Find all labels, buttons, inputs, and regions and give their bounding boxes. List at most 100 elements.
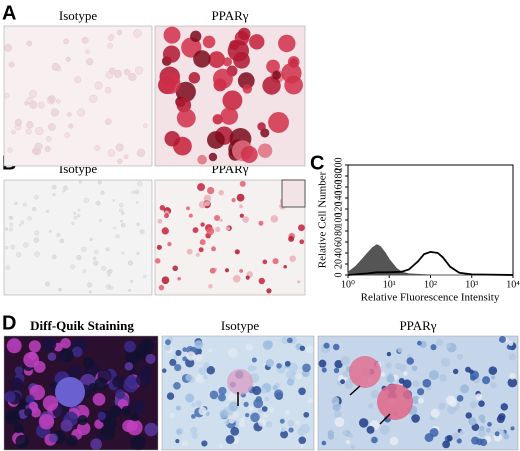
cell	[227, 369, 253, 395]
cell	[107, 149, 116, 157]
cell	[332, 343, 340, 351]
cell	[6, 338, 22, 354]
cell	[218, 189, 224, 196]
cell	[164, 214, 168, 218]
cell	[45, 136, 52, 142]
cell	[195, 400, 202, 407]
cell	[109, 67, 116, 74]
cell	[104, 86, 112, 94]
cell	[288, 235, 295, 242]
cell	[158, 284, 165, 291]
cell	[116, 29, 123, 36]
cell	[136, 201, 139, 204]
cell	[242, 216, 249, 223]
cell	[8, 215, 13, 220]
cell	[446, 395, 456, 406]
cell	[344, 380, 354, 390]
cell	[485, 427, 491, 433]
cell	[465, 366, 471, 373]
cell	[430, 408, 440, 418]
cell	[212, 68, 233, 89]
cell	[239, 268, 244, 273]
cell	[14, 201, 18, 206]
cell	[228, 417, 235, 424]
cell	[109, 405, 122, 418]
cell	[295, 373, 303, 380]
cell	[340, 356, 351, 366]
cell	[73, 215, 78, 220]
cell	[186, 351, 196, 361]
cell	[134, 189, 140, 195]
cell	[128, 72, 137, 82]
y-tick-label: 180	[333, 169, 344, 184]
cell	[239, 204, 243, 209]
y-tick-label: 100	[333, 213, 344, 228]
cell	[287, 56, 300, 68]
cell	[287, 419, 295, 427]
cell	[29, 100, 38, 109]
cell	[56, 232, 61, 237]
cell	[26, 40, 33, 47]
cell	[479, 425, 485, 431]
cell	[198, 247, 204, 253]
cell	[47, 352, 57, 361]
cell	[10, 377, 23, 390]
cell	[131, 190, 135, 195]
cell	[260, 128, 270, 138]
cell	[24, 408, 33, 417]
cell	[125, 349, 141, 365]
cell	[469, 400, 478, 409]
cell	[249, 34, 265, 50]
cell	[212, 114, 223, 125]
cell	[121, 211, 125, 215]
cell	[161, 227, 169, 235]
cell	[78, 180, 82, 184]
cell	[164, 344, 171, 351]
cell	[342, 371, 349, 378]
cell	[102, 415, 117, 430]
cell	[385, 362, 392, 369]
cell	[456, 438, 462, 444]
cell	[368, 403, 374, 409]
cell	[105, 118, 112, 125]
cell	[238, 420, 246, 428]
cell	[417, 388, 425, 396]
y-tick-label: 80	[333, 226, 344, 236]
cell	[327, 430, 335, 437]
cell	[276, 363, 282, 369]
cell	[272, 384, 278, 391]
cell	[240, 145, 258, 163]
cell	[214, 214, 221, 221]
cell	[397, 347, 403, 353]
cell	[97, 411, 107, 421]
cell	[207, 186, 215, 195]
cell	[494, 431, 500, 437]
cell	[468, 417, 477, 426]
cell	[490, 381, 497, 389]
cell	[68, 123, 74, 129]
cell	[4, 245, 9, 250]
cell	[265, 421, 273, 428]
cell	[283, 264, 287, 269]
cell	[176, 429, 182, 435]
cell	[491, 375, 496, 380]
cell	[127, 260, 134, 266]
cell	[94, 377, 108, 391]
cell	[67, 112, 72, 117]
cell	[161, 276, 170, 285]
panel-letter: A	[2, 2, 16, 24]
cell	[5, 265, 11, 271]
cell	[139, 338, 155, 354]
cell	[28, 340, 41, 353]
cell	[124, 340, 136, 353]
x-tick-label: 10³	[465, 279, 478, 290]
cell	[377, 384, 413, 420]
cell	[162, 368, 167, 373]
cell	[81, 36, 89, 44]
cell	[197, 183, 206, 192]
cell	[228, 401, 239, 412]
cell	[71, 346, 83, 358]
cell	[173, 382, 181, 390]
cell	[358, 418, 369, 428]
cell	[286, 378, 295, 386]
